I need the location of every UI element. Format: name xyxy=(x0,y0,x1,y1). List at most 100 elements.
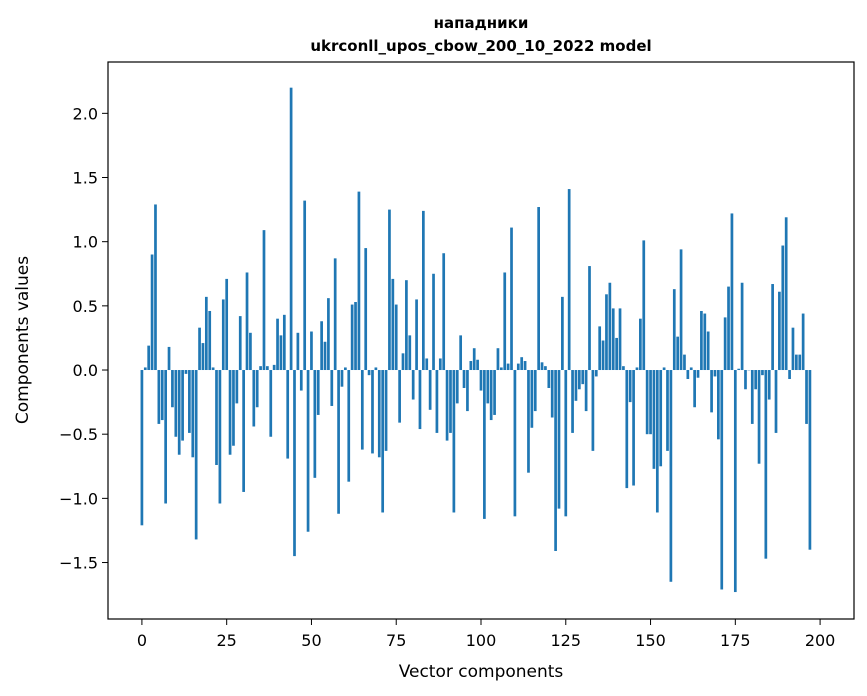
bar-79 xyxy=(408,335,412,371)
bar-49 xyxy=(306,370,310,532)
bar-138 xyxy=(608,282,612,371)
bar-73 xyxy=(388,209,391,371)
bar-27 xyxy=(232,370,235,446)
bar-20 xyxy=(208,310,212,371)
bar-125 xyxy=(564,370,568,517)
bar-175 xyxy=(733,370,737,593)
bar-183 xyxy=(761,370,764,376)
bar-168 xyxy=(710,370,713,413)
bar-110 xyxy=(513,370,517,517)
bar-127 xyxy=(571,370,574,433)
bar-41 xyxy=(279,335,283,371)
bar-18 xyxy=(201,343,205,371)
bar-167 xyxy=(706,331,710,371)
bar-162 xyxy=(689,367,693,371)
bar-113 xyxy=(523,361,527,371)
bar-171 xyxy=(720,370,724,590)
bar-144 xyxy=(628,370,632,403)
bar-133 xyxy=(591,370,595,451)
bar-184 xyxy=(764,370,768,559)
bar-23 xyxy=(218,370,222,504)
bar-166 xyxy=(703,313,707,371)
bar-10 xyxy=(174,370,178,437)
bar-197 xyxy=(808,370,812,550)
bar-188 xyxy=(778,291,781,371)
bar-61 xyxy=(347,370,351,482)
bar-136 xyxy=(601,340,605,371)
bar-192 xyxy=(791,327,795,371)
bar-112 xyxy=(520,357,524,371)
bar-6 xyxy=(160,370,164,421)
bar-119 xyxy=(544,366,547,371)
bar-173 xyxy=(727,286,730,371)
bar-2 xyxy=(147,345,151,371)
bar-185 xyxy=(767,370,771,400)
bar-74 xyxy=(391,278,395,371)
chart-subtitle: ukrconll_upos_cbow_200_10_2022 model xyxy=(310,37,651,55)
bar-159 xyxy=(679,249,683,371)
bar-76 xyxy=(398,370,401,423)
bar-169 xyxy=(713,370,717,377)
bar-93 xyxy=(455,370,459,404)
y-axis-ticks: −1.5 −1.0 −0.5 0.0 0.5 1.0 1.5 2.0 xyxy=(59,104,108,573)
y-tick-label: −1.0 xyxy=(59,489,98,508)
bar-94 xyxy=(459,335,463,371)
chart-title: нападники xyxy=(434,14,529,32)
bar-176 xyxy=(737,368,741,371)
bar-104 xyxy=(493,370,496,415)
bar-35 xyxy=(259,366,262,371)
bar-31 xyxy=(245,272,249,371)
bar-63 xyxy=(354,302,357,371)
bar-12 xyxy=(181,370,184,441)
x-tick-label: 75 xyxy=(386,631,406,650)
bar-58 xyxy=(337,370,340,514)
bar-150 xyxy=(649,370,652,435)
bar-95 xyxy=(462,370,466,388)
x-tick-label: 125 xyxy=(550,631,581,650)
x-tick-label: 100 xyxy=(466,631,497,650)
bar-128 xyxy=(574,370,578,401)
bar-170 xyxy=(717,370,720,440)
bar-90 xyxy=(445,370,449,441)
bar-53 xyxy=(320,321,323,371)
y-tick-label: 1.0 xyxy=(73,233,98,252)
bar-100 xyxy=(479,370,483,391)
bar-195 xyxy=(801,313,805,371)
bar-172 xyxy=(723,317,727,371)
bar-163 xyxy=(693,370,696,408)
bar-19 xyxy=(204,296,208,371)
bar-83 xyxy=(422,210,425,371)
bar-51 xyxy=(313,370,317,478)
bar-193 xyxy=(795,354,798,371)
bar-66 xyxy=(364,248,368,371)
bar-13 xyxy=(184,370,188,374)
bar-101 xyxy=(483,370,486,519)
bar-103 xyxy=(489,370,493,421)
bar-99 xyxy=(476,359,479,371)
bar-65 xyxy=(360,370,364,450)
bar-135 xyxy=(598,326,602,371)
bar-82 xyxy=(418,370,422,430)
y-tick-label: 1.5 xyxy=(73,169,98,188)
bar-46 xyxy=(296,332,300,371)
bar-154 xyxy=(662,367,666,371)
bar-72 xyxy=(384,370,388,451)
bar-4 xyxy=(154,204,157,371)
bar-114 xyxy=(527,370,530,473)
bar-87 xyxy=(435,370,439,433)
x-tick-label: 175 xyxy=(720,631,751,650)
bar-21 xyxy=(211,367,215,371)
bar-42 xyxy=(282,314,286,371)
bar-81 xyxy=(415,299,418,371)
bar-140 xyxy=(615,337,618,371)
bar-181 xyxy=(754,370,758,390)
bar-50 xyxy=(310,331,313,371)
bar-22 xyxy=(215,370,218,465)
bar-91 xyxy=(449,370,452,433)
bar-1 xyxy=(143,367,147,371)
bar-132 xyxy=(588,266,591,371)
bar-60 xyxy=(344,367,347,371)
bar-196 xyxy=(805,370,808,424)
bar-64 xyxy=(357,191,361,371)
bar-69 xyxy=(374,367,378,371)
